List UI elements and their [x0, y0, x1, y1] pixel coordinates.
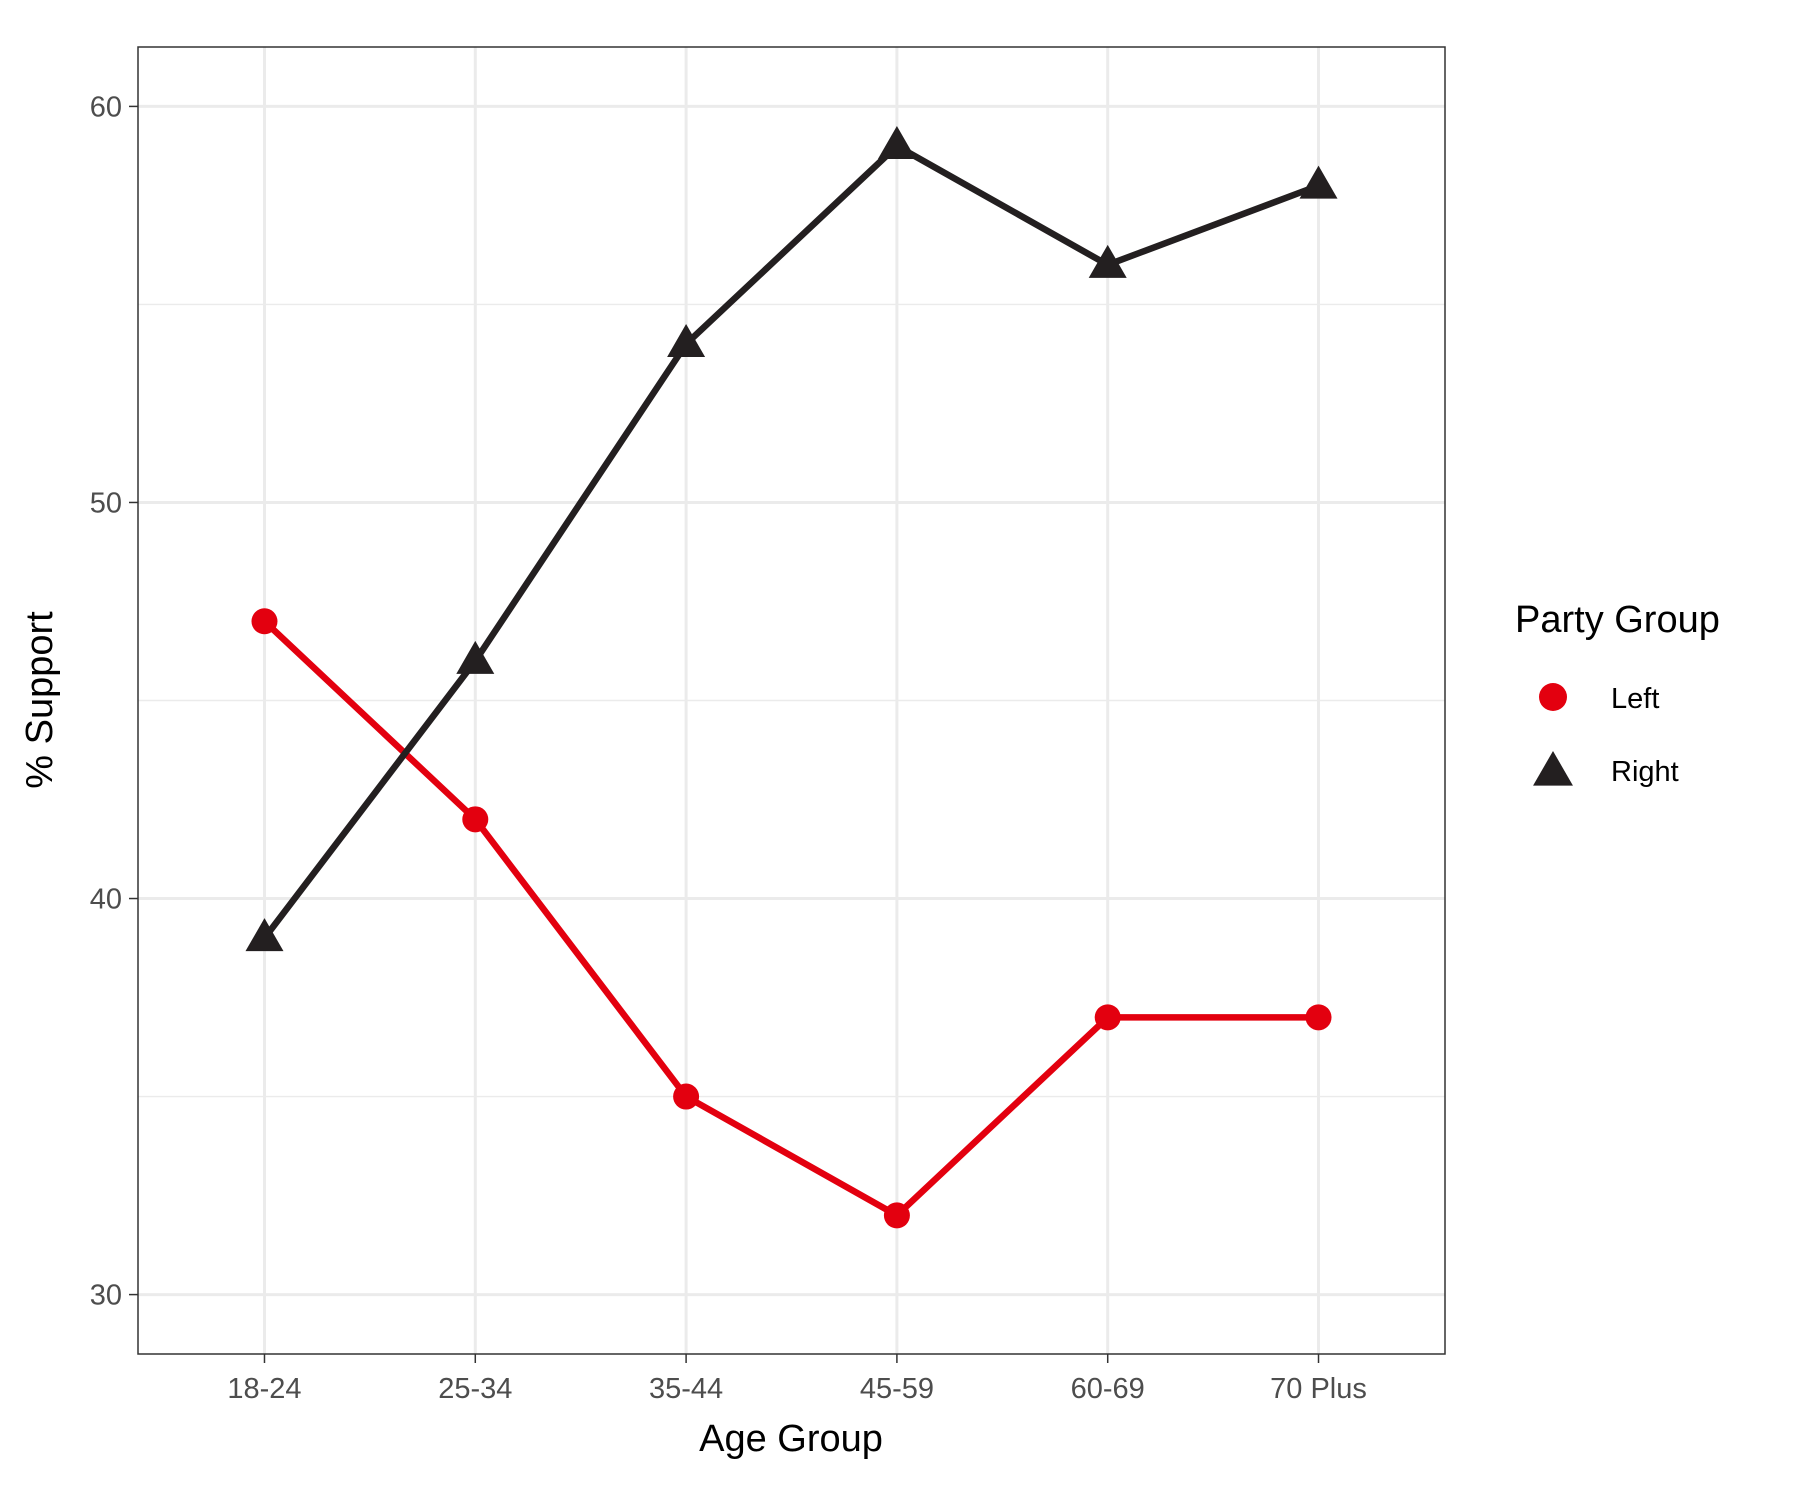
- data-point-left: [1305, 1004, 1332, 1031]
- data-point-left: [1094, 1004, 1121, 1031]
- y-axis-title: % Support: [19, 611, 61, 789]
- grid-lines: [138, 47, 1445, 1354]
- data-point-left: [251, 608, 278, 635]
- y-tick-label: 60: [90, 91, 122, 123]
- x-tick-label: 18-24: [227, 1373, 301, 1405]
- legend-key-right: [1533, 751, 1573, 786]
- legend-key-left: [1539, 683, 1567, 711]
- data-point-right: [1088, 244, 1127, 278]
- data-point-left: [673, 1083, 700, 1110]
- data-point-right: [456, 640, 495, 674]
- data-point-left: [883, 1202, 910, 1229]
- legend-keys: [1533, 683, 1573, 786]
- data-point-right: [877, 126, 916, 160]
- y-tick-label: 30: [90, 1280, 122, 1312]
- legend-title: Party Group: [1515, 599, 1720, 641]
- series-line-right: [261, 142, 1320, 941]
- data-point-right: [245, 918, 284, 952]
- axis-ticks: [129, 105, 1320, 1363]
- series-line-left: [262, 618, 1319, 1219]
- tick-labels: 30 40 50 60 18-24 25-34 35-44 45-59 60-69 70 Plus: [90, 91, 1367, 1405]
- series-markers: [245, 126, 1338, 1229]
- x-axis-title: Age Group: [699, 1418, 883, 1460]
- plot-border: [137, 46, 1446, 1355]
- legend-label-left: Left: [1611, 683, 1659, 715]
- series-lines: [261, 142, 1320, 1219]
- data-point-right: [667, 324, 706, 358]
- legend: Party Group Left Right: [1515, 599, 1720, 788]
- data-point-left: [462, 806, 489, 833]
- x-tick-label: 25-34: [438, 1373, 512, 1405]
- x-tick-label: 35-44: [649, 1373, 723, 1405]
- x-tick-label: 60-69: [1071, 1373, 1145, 1405]
- y-tick-label: 50: [90, 487, 122, 519]
- legend-label-right: Right: [1611, 756, 1679, 788]
- y-tick-label: 40: [90, 884, 122, 916]
- x-tick-label: 45-59: [860, 1373, 934, 1405]
- data-point-right: [1299, 165, 1338, 199]
- x-tick-label: 70 Plus: [1270, 1373, 1367, 1405]
